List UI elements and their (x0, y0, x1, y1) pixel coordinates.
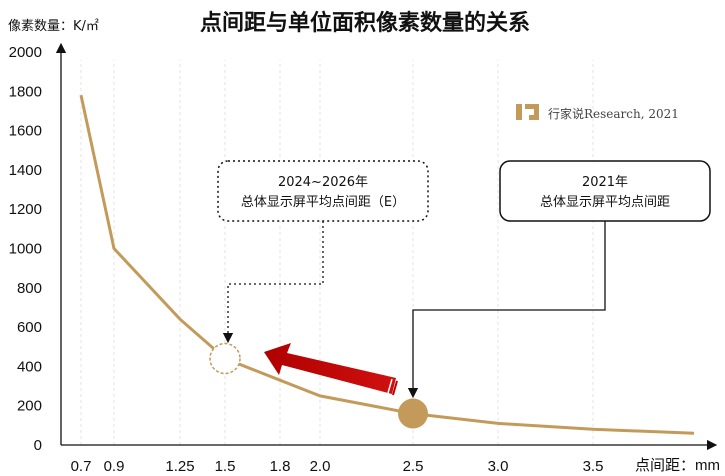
x-tick-label: 3.0 (488, 458, 509, 475)
annotation-current: 2021年 总体显示屏平均点间距 (407, 160, 711, 399)
x-tick-label: 1.5 (215, 458, 236, 475)
watermark: 行家说Research, 2021 (516, 104, 679, 121)
annotation-future-line2: 总体显示屏平均点间距（E） (241, 195, 405, 210)
marker-future (209, 342, 241, 375)
x-tick-label: 0.7 (71, 458, 92, 475)
y-tick-label: 1400 (9, 162, 42, 179)
y-tick-label: 1600 (9, 123, 42, 140)
y-tick-label: 2000 (9, 44, 42, 61)
y-tick-label: 0 (34, 437, 42, 454)
annotation-current-line2: 总体显示屏平均点间距 (540, 195, 670, 210)
y-axis-label: 像素数量：K/㎡ (8, 19, 99, 34)
annotation-future-line1: 2024~2026年 (278, 175, 368, 190)
annotation-current-pointer (407, 221, 606, 399)
x-tick-label: 3.5 (583, 458, 604, 475)
x-tick-label: 1.25 (165, 458, 194, 475)
chart-title: 点间距与单位面积像素数量的关系 (200, 10, 530, 36)
annotation-future: 2024~2026年 总体显示屏平均点间距（E） (217, 160, 429, 344)
series-line (79, 94, 695, 435)
y-tick-label: 800 (17, 280, 42, 297)
trend-arrow (264, 343, 398, 396)
x-ticks: 0.7 0.9 1.25 1.5 1.8 2.0 2.5 3.0 3.5 (71, 458, 604, 475)
watermark-text: 行家说Research, 2021 (548, 106, 679, 121)
y-ticks: 0 200 400 600 800 1000 1200 1400 1600 1800 2000 (9, 44, 42, 454)
y-tick-label: 1000 (9, 241, 42, 258)
x-tick-label: 1.8 (270, 458, 291, 475)
grid (80, 60, 594, 445)
x-axis-label: 点间距：mm (635, 457, 720, 474)
x-tick-label: 0.9 (104, 458, 125, 475)
y-tick-label: 1200 (9, 201, 42, 218)
annotation-current-line1: 2021年 (582, 175, 628, 190)
x-tick-label: 2.5 (403, 458, 424, 475)
y-tick-label: 600 (17, 319, 42, 336)
marker-current (398, 398, 428, 429)
y-tick-label: 400 (17, 358, 42, 375)
y-tick-label: 1800 (9, 83, 42, 100)
y-tick-label: 200 (17, 398, 42, 415)
x-tick-label: 2.0 (310, 458, 331, 475)
annotation-future-pointer (222, 221, 324, 344)
brand-logo-icon (516, 104, 539, 120)
